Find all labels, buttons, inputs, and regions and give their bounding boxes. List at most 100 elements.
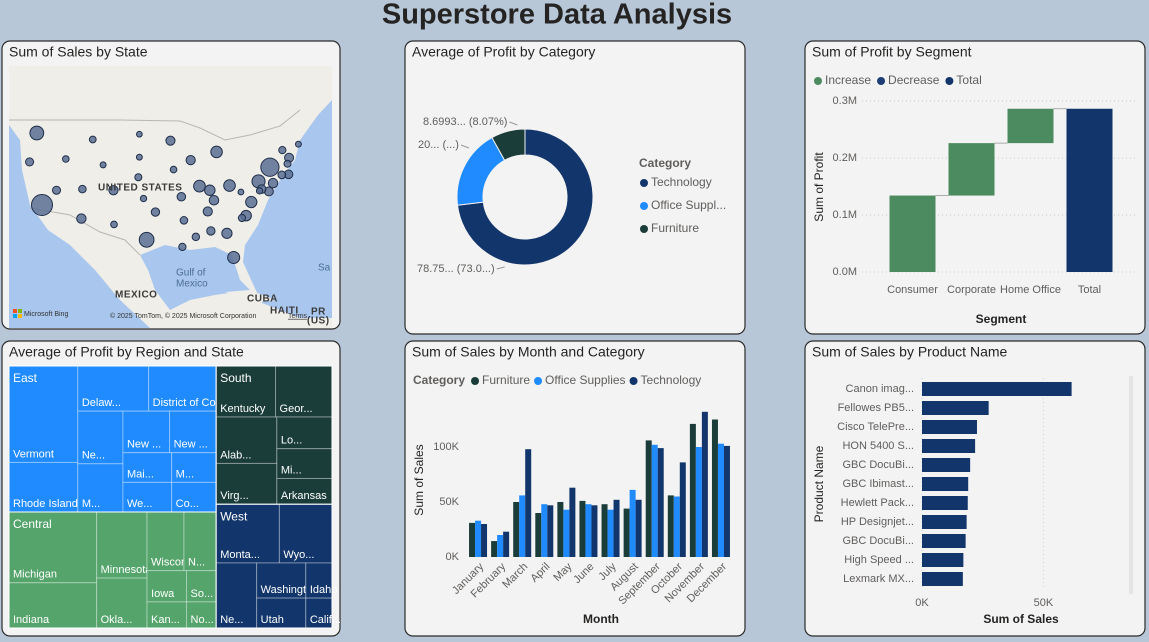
- bar: [491, 541, 498, 557]
- donut-slice: [491, 128, 526, 161]
- bubble: [62, 155, 70, 163]
- map-label: CUBA: [247, 294, 278, 305]
- donut-slice: [456, 128, 594, 266]
- cell-label: Virg...: [220, 490, 249, 502]
- bar: [922, 477, 969, 491]
- legend-label: Total: [956, 73, 981, 87]
- bubble: [51, 185, 62, 195]
- bar: [563, 509, 570, 557]
- legend-label: Furniture: [651, 221, 699, 235]
- cell-label: Mai...: [127, 468, 154, 480]
- cell-label: Monta...: [220, 549, 260, 561]
- bubble: [260, 157, 280, 177]
- bar: [717, 443, 724, 557]
- bubble: [210, 145, 223, 159]
- bar: [541, 504, 548, 557]
- y-tick-label: Lexmark MX...: [843, 573, 914, 585]
- bubble: [139, 194, 148, 203]
- bar: [922, 515, 967, 529]
- cell-label: Calif...: [310, 614, 341, 626]
- y-tick-label: 100K: [433, 441, 459, 453]
- map-provider: Microsoft Bing: [24, 311, 68, 318]
- bubble: [76, 213, 87, 224]
- bar: [629, 489, 636, 557]
- pacific: [9, 125, 150, 328]
- bubble: [165, 135, 176, 146]
- treemap-cell: [146, 601, 188, 629]
- bubble: [78, 184, 87, 194]
- legend-marker: [629, 377, 638, 385]
- y-tick-label: Fellowes PB5...: [838, 402, 914, 414]
- legend-title: Category: [639, 156, 691, 170]
- bubble: [135, 153, 143, 161]
- x-tick-label: Home Office: [1000, 284, 1061, 296]
- cell-label: Vermont: [13, 448, 54, 460]
- bar: [922, 439, 976, 453]
- bar: [1007, 108, 1054, 144]
- bar: [922, 382, 1072, 396]
- y-tick-label: Hewlett Pack...: [841, 497, 914, 509]
- bar: [535, 513, 542, 557]
- map-label: MEXICO: [115, 290, 157, 301]
- panel-title: Sum of Sales by Product Name: [812, 344, 1008, 360]
- bar: [569, 487, 576, 557]
- y-tick-label: 0.2M: [833, 152, 857, 164]
- bar: [519, 495, 526, 557]
- x-tick-label: Consumer: [887, 284, 938, 296]
- bar: [922, 420, 977, 434]
- bubble: [138, 231, 155, 248]
- cell-label: Okla...: [101, 614, 133, 626]
- panel-title: Sum of Sales by State: [9, 44, 148, 60]
- legend-marker: [640, 179, 648, 187]
- treemap-cell: [169, 410, 217, 454]
- cell-label: Lo...: [281, 435, 302, 447]
- bubble: [134, 173, 143, 182]
- cell-label: Indiana: [13, 614, 50, 626]
- bubble: [223, 179, 236, 192]
- cell-label: New ...: [174, 439, 208, 451]
- bar: [723, 445, 730, 557]
- legend-marker: [640, 225, 648, 233]
- bar: [651, 444, 658, 557]
- y-tick-label: GBC DocuBi...: [842, 459, 914, 471]
- x-tick-label: Corporate: [947, 284, 996, 296]
- bar: [585, 504, 592, 557]
- treemap-cell: [8, 461, 79, 513]
- bar: [922, 401, 989, 415]
- legend-marker: [471, 377, 480, 385]
- y-axis-title: Product Name: [812, 445, 826, 522]
- border: [29, 207, 141, 256]
- y-tick-label: 50K: [439, 496, 459, 508]
- treemap-cell: [276, 477, 333, 505]
- treemap-cell: [77, 463, 124, 513]
- treemap-cell: [305, 562, 333, 599]
- y-axis-title: Sum of Profit: [812, 152, 826, 222]
- bar: [922, 553, 964, 567]
- bar: [481, 524, 488, 557]
- treemap-cell: [215, 503, 280, 564]
- treemap-cell: [146, 511, 185, 572]
- cell-label: Geor...: [280, 403, 313, 415]
- bubble: [245, 195, 258, 209]
- logo: [13, 309, 17, 313]
- legend-label: Furniture: [482, 373, 530, 387]
- x-tick-label: Total: [1078, 284, 1101, 296]
- data-label: 20... (...): [418, 139, 459, 151]
- bar: [475, 520, 482, 557]
- treemap-cell: [215, 462, 278, 505]
- leader-line: [509, 121, 518, 126]
- bubble: [150, 207, 161, 217]
- bar: [525, 449, 532, 557]
- bubble: [227, 250, 241, 265]
- y-tick-label: HP Designjet...: [841, 516, 914, 528]
- bar: [922, 534, 966, 548]
- region-label: West: [220, 509, 248, 523]
- bubble: [176, 191, 187, 202]
- cell-label: Idaho: [310, 584, 338, 596]
- map-label: UNITED STATES: [98, 183, 182, 194]
- bubble: [208, 195, 220, 206]
- x-axis-title: Segment: [976, 312, 1027, 326]
- cell-label: Rhode Island: [13, 498, 78, 510]
- bar: [1066, 108, 1113, 272]
- region-border: [215, 503, 333, 629]
